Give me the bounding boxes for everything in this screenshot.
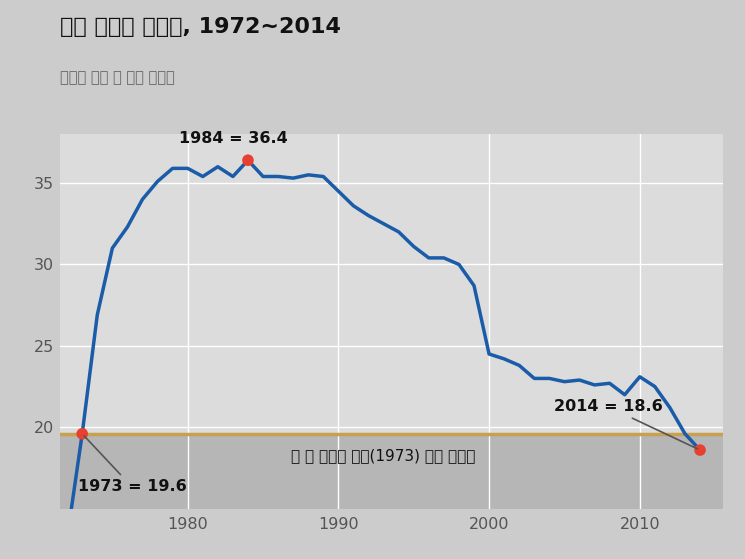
Point: [694, 446, 706, 454]
Text: 로 대 웨이드 판결(1973) 당시 낙태율: 로 대 웨이드 판결(1973) 당시 낙태율: [291, 448, 476, 463]
Text: 1984 = 36.4: 1984 = 36.4: [179, 131, 288, 145]
Text: 1973 = 19.6: 1973 = 19.6: [77, 436, 186, 494]
Text: 신생아 백명 당 낙태 유도율: 신생아 백명 당 낙태 유도율: [60, 70, 174, 85]
Bar: [60, 434, 723, 509]
Text: 2014 = 18.6: 2014 = 18.6: [554, 399, 697, 449]
Point: [242, 156, 254, 165]
Text: 미국 연도별 낙태율, 1972~2014: 미국 연도별 낙태율, 1972~2014: [60, 17, 340, 37]
Point: [76, 429, 88, 438]
